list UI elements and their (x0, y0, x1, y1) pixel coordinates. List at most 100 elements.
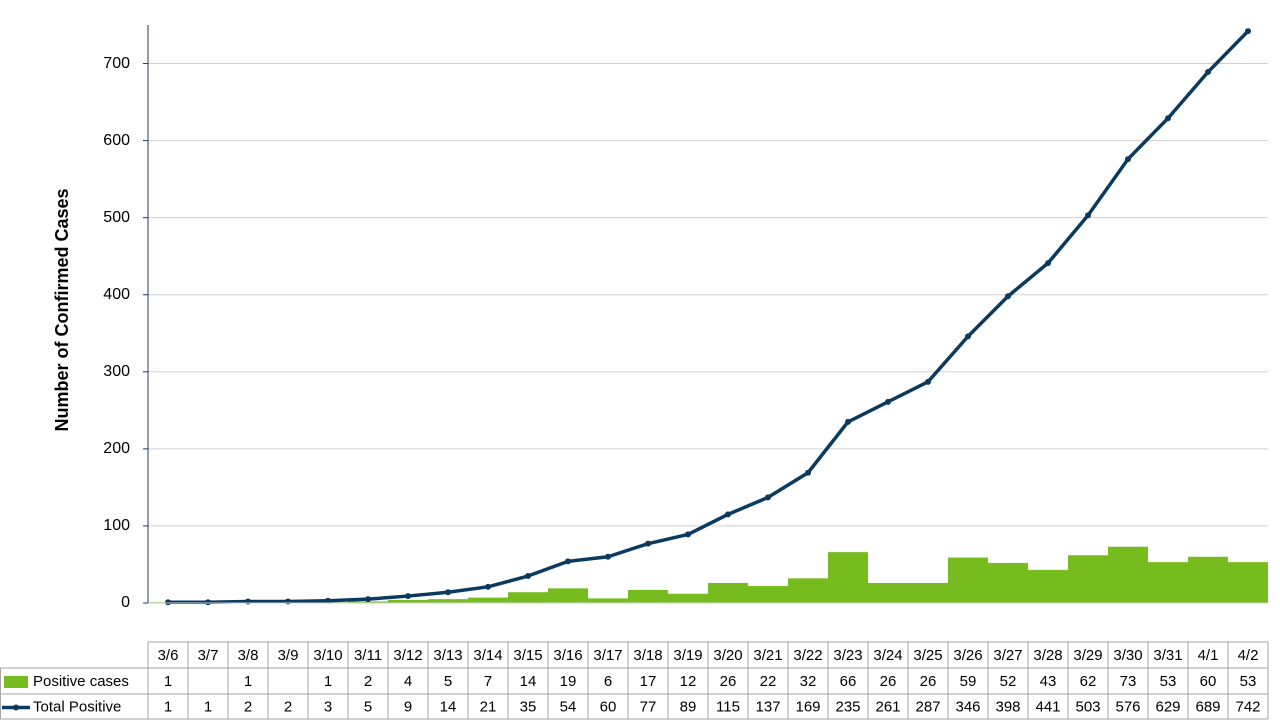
x-tick-label: 4/1 (1198, 647, 1219, 664)
table-value: 52 (1000, 673, 1017, 690)
y-tick-label: 700 (103, 55, 130, 72)
marker (1205, 69, 1211, 76)
table-value: 742 (1235, 698, 1260, 715)
marker (685, 531, 691, 538)
x-tick-label: 3/25 (913, 647, 942, 664)
table-value: 2 (244, 698, 252, 715)
table-value: 441 (1035, 698, 1060, 715)
bar (468, 597, 508, 603)
x-tick-label: 3/30 (1113, 647, 1142, 664)
y-tick-label: 200 (103, 440, 130, 457)
legend-key (4, 676, 28, 688)
x-tick-label: 3/19 (673, 647, 702, 664)
bar (948, 557, 988, 603)
table-value: 26 (720, 673, 737, 690)
table-value: 5 (364, 698, 372, 715)
table-value: 62 (1080, 673, 1097, 690)
legend-label: Positive cases (33, 673, 129, 690)
table-value: 43 (1040, 673, 1057, 690)
bar (868, 582, 908, 603)
marker (925, 378, 931, 385)
table-value: 73 (1120, 673, 1137, 690)
marker (245, 598, 251, 605)
table-value: 9 (404, 698, 412, 715)
x-tick-label: 3/17 (593, 647, 622, 664)
table-value: 60 (1200, 673, 1217, 690)
table-value: 35 (520, 698, 537, 715)
x-tick-label: 3/15 (513, 647, 542, 664)
table-value: 1 (204, 698, 212, 715)
table-value: 54 (560, 698, 577, 715)
table-value: 3 (324, 698, 332, 715)
table-value: 398 (995, 698, 1020, 715)
marker (965, 333, 971, 340)
y-tick-label: 0 (121, 594, 130, 611)
x-tick-label: 4/2 (1238, 647, 1259, 664)
marker (1045, 260, 1051, 267)
table-value: 12 (680, 673, 697, 690)
table-value: 346 (955, 698, 980, 715)
table-value: 137 (755, 698, 780, 715)
marker (1005, 293, 1011, 300)
y-axis-title: Number of Confirmed Cases (52, 188, 72, 431)
table-value: 1 (244, 673, 252, 690)
x-tick-label: 3/9 (278, 647, 299, 664)
table-value: 689 (1195, 698, 1220, 715)
table-value: 26 (880, 673, 897, 690)
x-tick-label: 3/27 (993, 647, 1022, 664)
table-value: 21 (480, 698, 497, 715)
bar (1188, 556, 1228, 603)
marker (205, 599, 211, 606)
y-tick-label: 300 (103, 363, 130, 380)
table-value: 576 (1115, 698, 1140, 715)
x-tick-label: 3/7 (198, 647, 219, 664)
marker (365, 596, 371, 603)
table-value: 19 (560, 673, 577, 690)
legend-key (13, 704, 19, 711)
bar (1028, 569, 1068, 603)
x-tick-label: 3/29 (1073, 647, 1102, 664)
marker (485, 583, 491, 590)
table-value: 89 (680, 698, 697, 715)
table-value: 1 (164, 673, 172, 690)
table-value: 2 (284, 698, 292, 715)
bar (1148, 562, 1188, 603)
table-value: 235 (835, 698, 860, 715)
marker (605, 553, 611, 560)
table-value: 2 (364, 673, 372, 690)
bar (668, 593, 708, 603)
marker (1125, 156, 1131, 163)
table-value: 169 (795, 698, 820, 715)
marker (885, 398, 891, 405)
table-value: 7 (484, 673, 492, 690)
table-value: 115 (716, 698, 740, 715)
marker (405, 593, 411, 600)
bar (628, 589, 668, 603)
bar (1068, 555, 1108, 603)
bar (1228, 562, 1268, 603)
bar (908, 582, 948, 603)
marker (165, 599, 171, 606)
table-value: 60 (600, 698, 617, 715)
bar (748, 586, 788, 603)
table-value: 14 (440, 698, 457, 715)
table-value: 6 (604, 673, 612, 690)
marker (845, 418, 851, 425)
x-tick-label: 3/16 (553, 647, 582, 664)
x-tick-label: 3/12 (393, 647, 422, 664)
x-tick-label: 3/11 (354, 647, 382, 664)
marker (325, 597, 331, 604)
table-value: 53 (1160, 673, 1177, 690)
marker (525, 573, 531, 580)
table-value: 287 (915, 698, 940, 715)
x-tick-label: 3/28 (1033, 647, 1062, 664)
x-tick-label: 3/23 (833, 647, 862, 664)
marker (805, 469, 811, 476)
bar (588, 598, 628, 603)
legend-label: Total Positive (33, 698, 121, 715)
line (168, 29, 1250, 604)
table-value: 261 (875, 698, 900, 715)
table-value: 17 (640, 673, 657, 690)
